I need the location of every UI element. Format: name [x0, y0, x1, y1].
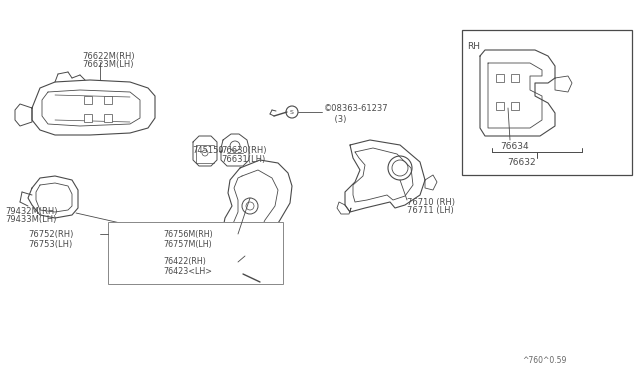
Text: 76710 (RH): 76710 (RH): [407, 198, 455, 207]
Text: RH: RH: [467, 42, 480, 51]
Text: 76622M(RH): 76622M(RH): [82, 52, 134, 61]
Text: 745150: 745150: [192, 146, 223, 155]
Bar: [496, 102, 504, 110]
Bar: [462, 30, 632, 175]
Bar: [511, 102, 519, 110]
Text: 76632: 76632: [508, 158, 536, 167]
Text: 79432M(RH): 79432M(RH): [5, 207, 58, 216]
Text: 76753(LH): 76753(LH): [28, 240, 72, 249]
Text: 76630(RH): 76630(RH): [221, 146, 266, 155]
Text: 76752(RH): 76752(RH): [28, 230, 74, 239]
Bar: [496, 74, 504, 82]
Text: 76634: 76634: [500, 142, 529, 151]
Text: 76423<LH>: 76423<LH>: [163, 267, 212, 276]
Text: ©08363-61237
    (3): ©08363-61237 (3): [324, 104, 388, 124]
Bar: [511, 74, 519, 82]
Text: 76422(RH): 76422(RH): [163, 257, 206, 266]
Bar: [104, 114, 112, 122]
Text: 76711 (LH): 76711 (LH): [407, 206, 454, 215]
Text: 76757M(LH): 76757M(LH): [163, 240, 212, 249]
Bar: [84, 96, 92, 104]
Bar: [104, 96, 112, 104]
Text: 76756M(RH): 76756M(RH): [163, 230, 212, 239]
Text: S: S: [290, 109, 294, 115]
Text: 76631(LH): 76631(LH): [221, 155, 265, 164]
Text: 79433M(LH): 79433M(LH): [5, 215, 56, 224]
Text: 76623M(LH): 76623M(LH): [82, 60, 134, 69]
Bar: [108, 222, 283, 284]
Bar: [84, 114, 92, 122]
Text: ^760^0.59: ^760^0.59: [522, 356, 566, 365]
